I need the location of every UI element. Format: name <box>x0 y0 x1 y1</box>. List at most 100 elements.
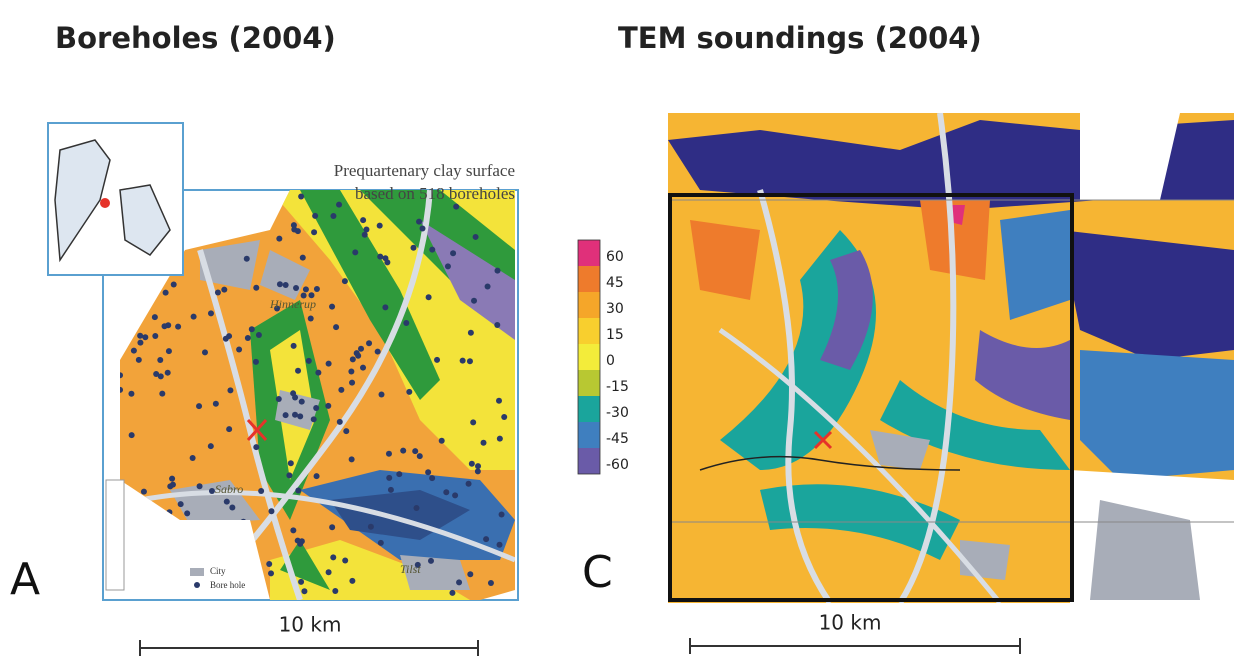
borehole <box>326 361 332 367</box>
borehole <box>226 426 232 432</box>
borehole <box>469 461 475 467</box>
borehole <box>468 330 474 336</box>
borehole <box>196 403 202 409</box>
borehole <box>419 225 425 231</box>
borehole <box>202 349 208 355</box>
map-caption: Prequartenary clay surface <box>334 161 515 180</box>
borehole <box>268 508 274 514</box>
borehole <box>413 505 419 511</box>
borehole <box>157 357 163 363</box>
borehole <box>426 294 432 300</box>
borehole <box>166 348 172 354</box>
borehole <box>315 370 321 376</box>
borehole <box>428 558 434 564</box>
borehole <box>178 501 184 507</box>
borehole <box>312 213 318 219</box>
borehole <box>368 524 374 530</box>
legend-swatch <box>578 396 600 422</box>
borehole <box>450 250 456 256</box>
borehole <box>256 332 262 338</box>
borehole <box>276 236 282 242</box>
borehole <box>142 334 148 340</box>
borehole <box>227 387 233 393</box>
borehole <box>197 483 203 489</box>
borehole <box>245 335 251 341</box>
borehole <box>136 357 142 363</box>
borehole <box>152 333 158 339</box>
borehole <box>384 259 390 265</box>
scale-label: 10 km <box>279 613 342 637</box>
borehole <box>311 416 317 422</box>
borehole <box>171 282 177 288</box>
borehole <box>208 310 214 316</box>
legend-label: 60 <box>606 249 624 265</box>
borehole <box>190 455 196 461</box>
borehole <box>298 193 304 199</box>
borehole <box>292 412 298 418</box>
borehole <box>249 326 255 332</box>
borehole <box>332 588 338 594</box>
legend-swatch <box>578 266 600 292</box>
key-swatch <box>194 582 200 588</box>
legend-swatch <box>578 344 600 370</box>
borehole <box>470 419 476 425</box>
borehole <box>290 527 296 533</box>
borehole <box>208 443 214 449</box>
borehole <box>449 590 455 596</box>
borehole <box>488 580 494 586</box>
borehole <box>349 456 355 462</box>
borehole <box>325 403 331 409</box>
place-label: Hinnerup <box>269 297 316 311</box>
borehole <box>386 475 392 481</box>
key-label: Bore hole <box>210 580 245 590</box>
borehole <box>314 473 320 479</box>
borehole <box>358 346 364 352</box>
borehole <box>494 322 500 328</box>
key-label: City <box>210 566 226 576</box>
borehole <box>283 282 289 288</box>
inset-location <box>100 198 110 208</box>
place-label: Sabro <box>215 482 243 496</box>
borehole <box>466 481 472 487</box>
borehole <box>330 554 336 560</box>
borehole <box>163 290 169 296</box>
borehole <box>258 488 264 494</box>
borehole <box>349 578 355 584</box>
borehole <box>266 561 272 567</box>
panel-title: TEM soundings (2004) <box>618 21 982 55</box>
borehole <box>400 448 406 454</box>
borehole <box>253 285 259 291</box>
borehole <box>215 289 221 295</box>
tem-map <box>668 113 1234 603</box>
borehole <box>276 396 282 402</box>
borehole <box>434 357 440 363</box>
borehole <box>366 340 372 346</box>
borehole <box>362 232 368 238</box>
borehole <box>467 571 473 577</box>
borehole <box>382 304 388 310</box>
borehole <box>137 333 143 339</box>
borehole <box>165 370 171 376</box>
borehole <box>496 398 502 404</box>
borehole <box>386 451 392 457</box>
place-label: Tilst <box>400 562 421 576</box>
borehole <box>298 579 304 585</box>
borehole <box>330 213 336 219</box>
borehole <box>291 226 297 232</box>
borehole <box>452 492 458 498</box>
borehole <box>184 510 190 516</box>
borehole <box>481 440 487 446</box>
borehole <box>467 358 473 364</box>
borehole <box>268 570 274 576</box>
borehole <box>224 499 230 505</box>
borehole <box>336 202 342 208</box>
legend-label: -45 <box>606 431 629 447</box>
borehole <box>378 540 384 546</box>
borehole <box>483 536 489 542</box>
legend-swatch <box>578 318 600 344</box>
borehole <box>152 314 158 320</box>
borehole <box>303 286 309 292</box>
legend-swatch <box>578 292 600 318</box>
borehole <box>308 316 314 322</box>
borehole <box>429 247 435 253</box>
